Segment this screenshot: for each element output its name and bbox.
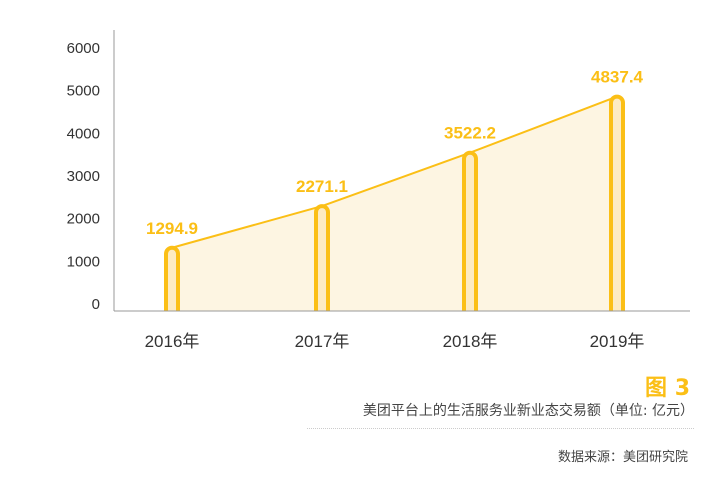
area-fill <box>172 96 617 311</box>
data-label: 4837.4 <box>591 68 644 87</box>
y-tick-label: 5000 <box>67 83 100 100</box>
bar-2016年 <box>164 245 180 311</box>
y-tick-label: 0 <box>92 296 100 313</box>
divider <box>307 428 694 429</box>
x-tick-label: 2017年 <box>295 332 350 351</box>
x-tick-label: 2019年 <box>590 332 645 351</box>
series-line <box>171 95 618 249</box>
bar-2017年 <box>314 204 330 311</box>
chart-caption: 美团平台上的生活服务业新业态交易额（单位: 亿元） <box>362 403 694 419</box>
y-tick-label: 1000 <box>67 253 100 270</box>
y-tick-label: 2000 <box>67 211 100 228</box>
y-tick-label: 4000 <box>67 125 100 142</box>
source-note: 数据来源：美团研究院 <box>557 450 688 465</box>
x-tick-label: 2016年 <box>145 332 200 351</box>
bar-2019年 <box>609 94 625 311</box>
figure-label: 图 3 <box>645 376 690 401</box>
x-tick-label: 2018年 <box>443 332 498 351</box>
data-label: 1294.9 <box>146 219 198 238</box>
y-tick-label: 3000 <box>67 168 100 185</box>
bar-2018年 <box>462 150 478 311</box>
data-label: 3522.2 <box>444 124 496 143</box>
data-label: 2271.1 <box>296 177 348 196</box>
y-tick-label: 6000 <box>67 40 100 57</box>
